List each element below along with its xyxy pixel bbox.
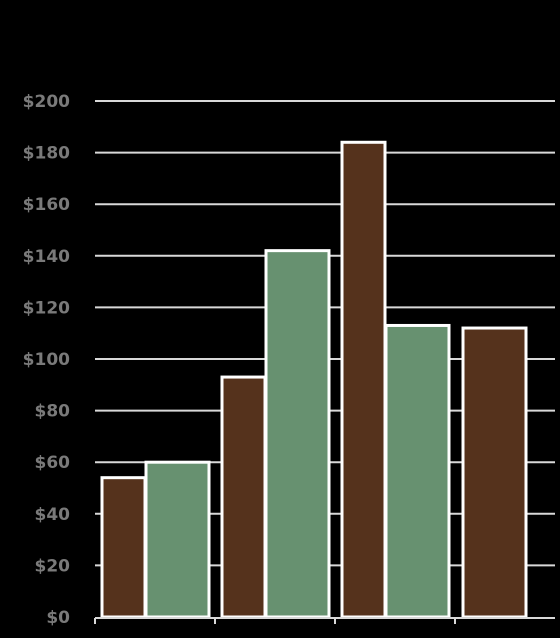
y-tick-label-160: $160 xyxy=(23,195,70,215)
y-tick-label-80: $80 xyxy=(35,402,71,422)
bar-group-2-series-1 xyxy=(220,375,267,619)
y-tick-label-20: $20 xyxy=(35,556,71,576)
bar-group-3-series-2 xyxy=(384,323,451,619)
y-tick-label-40: $40 xyxy=(35,505,71,525)
y-tick-label-200: $200 xyxy=(23,92,70,112)
y-tick-label-140: $140 xyxy=(23,247,70,267)
bar-group-1-series-1 xyxy=(100,476,147,619)
bar-group-3-series-1 xyxy=(340,140,387,619)
bar-group-4-series-1 xyxy=(461,326,528,619)
y-tick-label-60: $60 xyxy=(35,453,71,473)
bar-group-2-series-2 xyxy=(264,249,331,619)
x-axis xyxy=(94,617,555,624)
y-tick-label-0: $0 xyxy=(46,608,70,628)
bars xyxy=(100,140,528,619)
y-tick-label-100: $100 xyxy=(23,350,70,370)
bar-group-1-series-2 xyxy=(144,460,211,619)
y-tick-label-120: $120 xyxy=(23,298,70,318)
y-axis-tick-labels: $0 $20 $40 $60 $80 $100 $120 $140 $160 $180 $200 xyxy=(23,92,70,628)
y-tick-label-180: $180 xyxy=(23,144,70,164)
